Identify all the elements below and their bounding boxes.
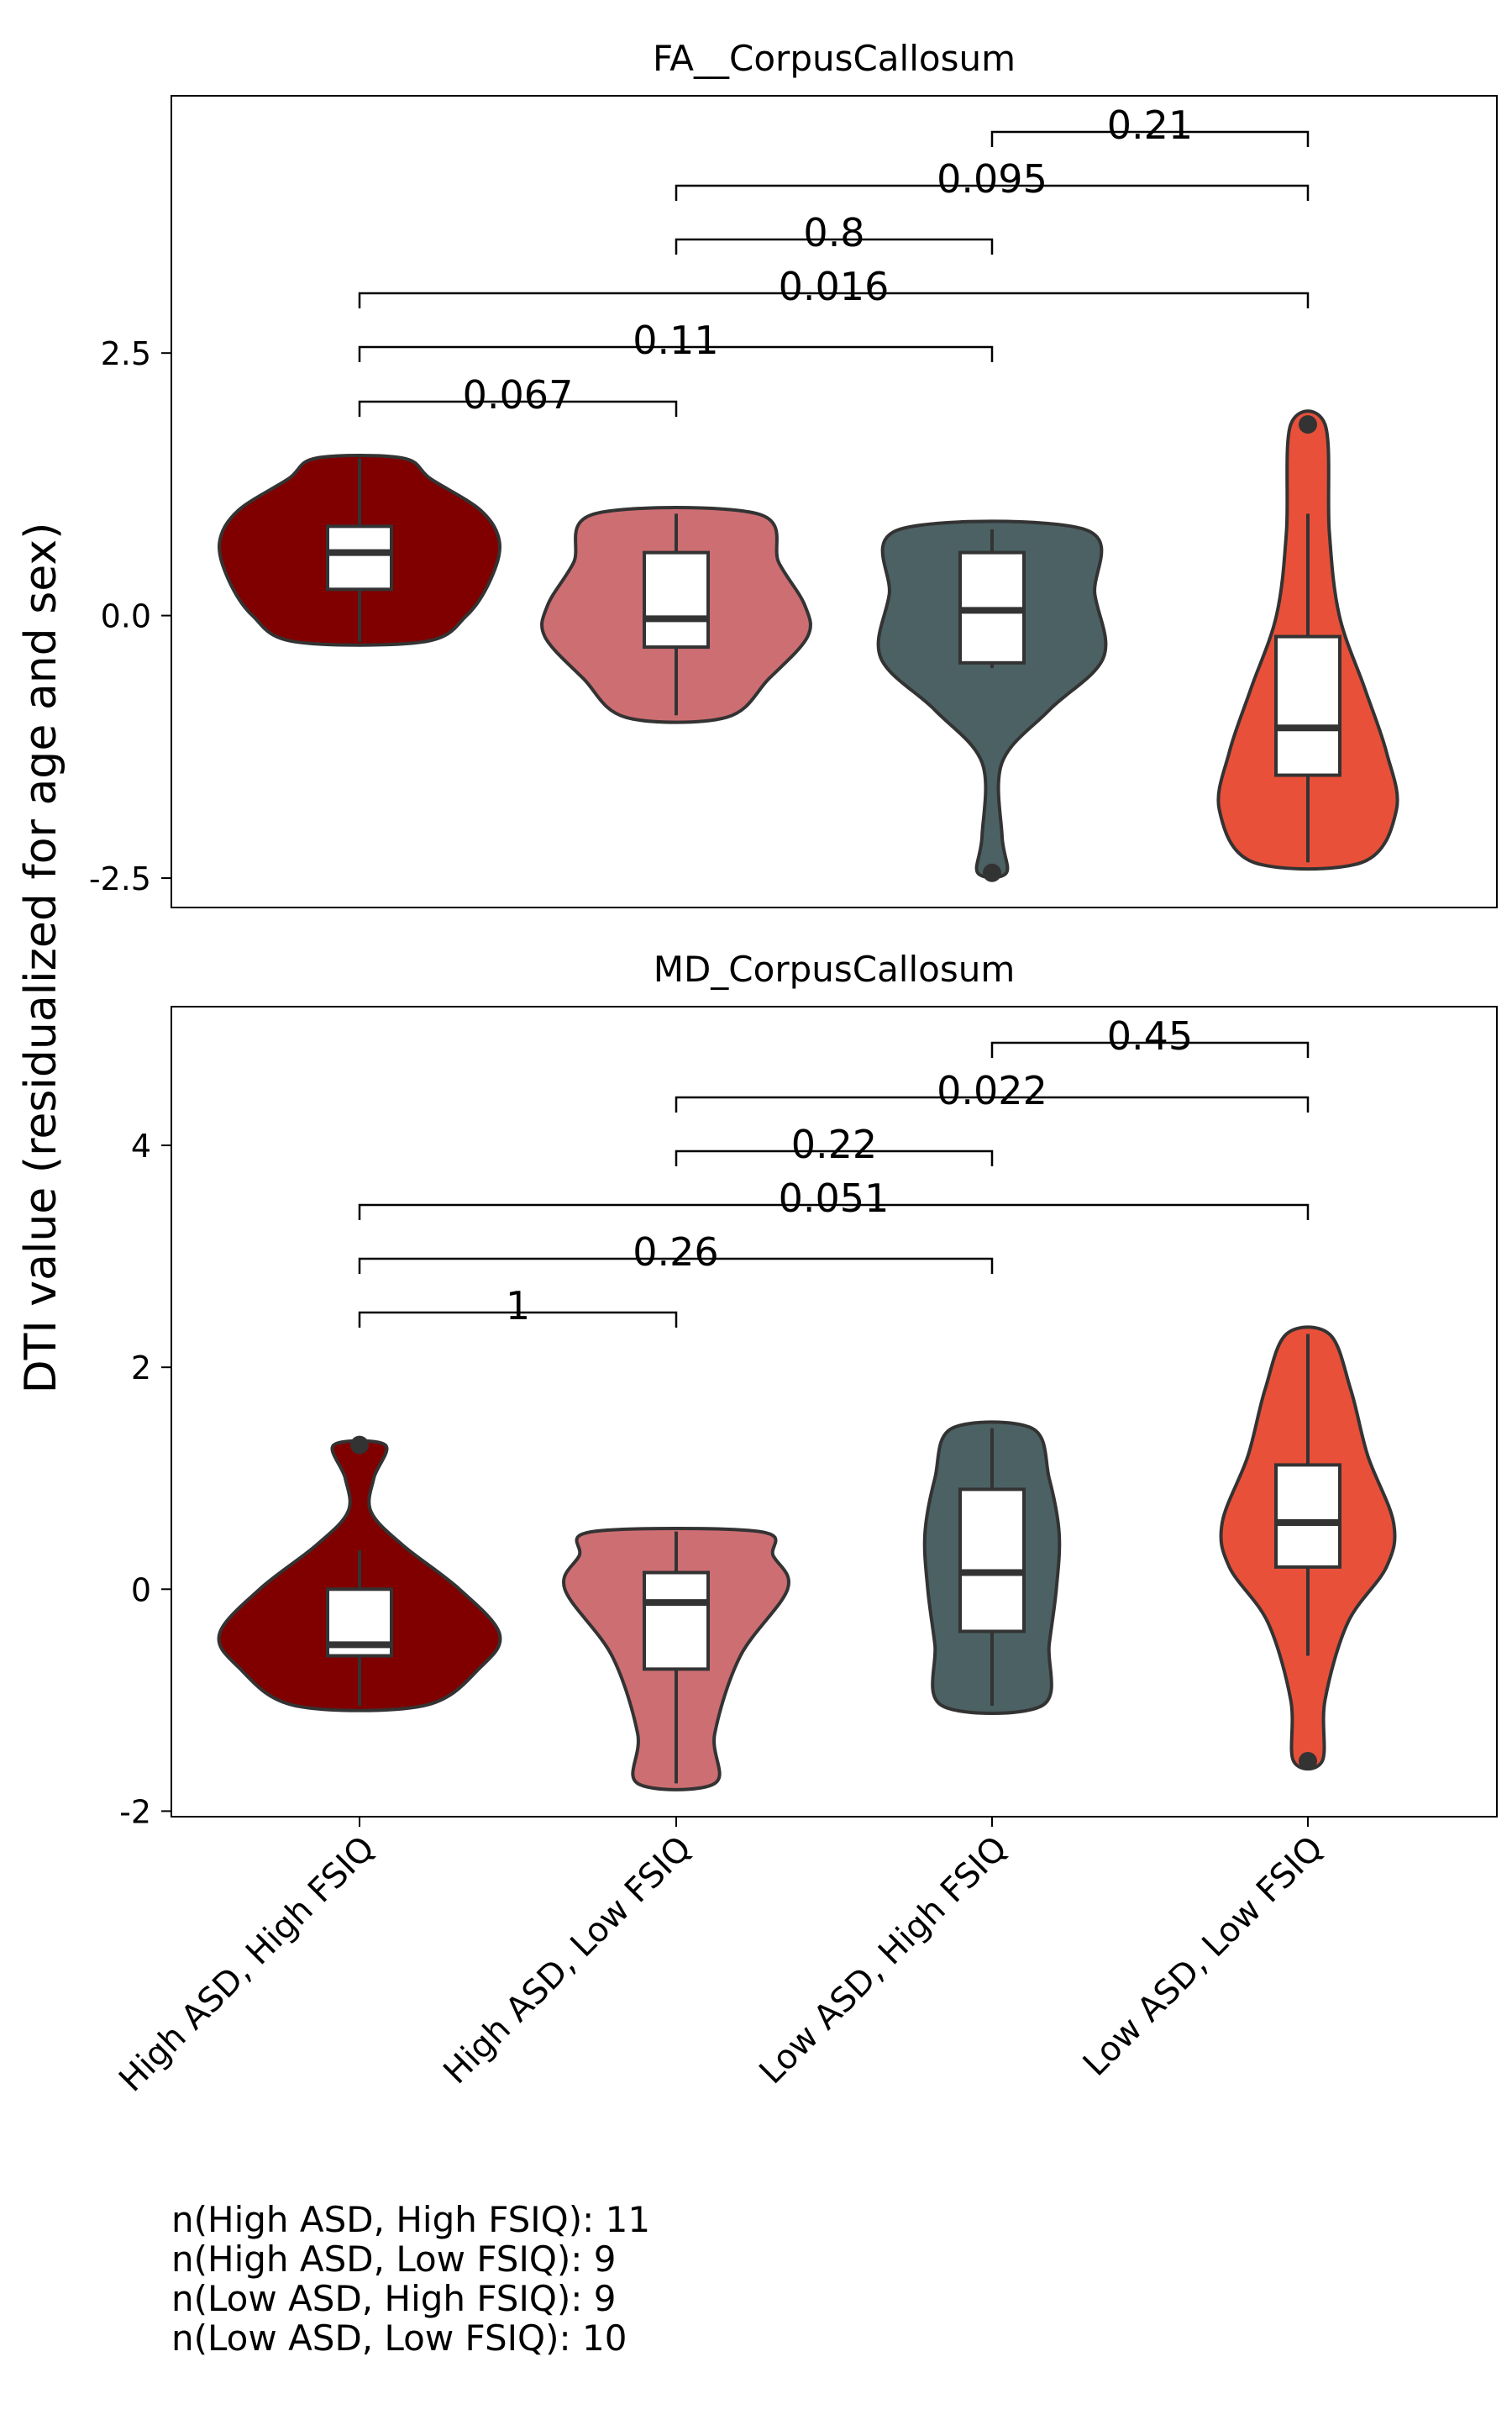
significance-bracket — [675, 184, 1310, 201]
p-value-label: 1 — [506, 1283, 530, 1328]
p-value-label: 0.022 — [937, 1068, 1047, 1113]
y-tick-label: 4 — [131, 1128, 151, 1165]
significance-bracket — [358, 1203, 1310, 1220]
chart-title: MD_CorpusCallosum — [654, 949, 1016, 990]
box — [1274, 1463, 1341, 1569]
chart-panel: MD_CorpusCallosum 4 2 0 -2 1 0.26 0.051 0.22 0.02… — [112, 949, 1498, 2100]
outlier-point — [1299, 415, 1317, 434]
significance-bracket — [990, 130, 1310, 147]
significance-bracket — [358, 292, 1310, 308]
box — [958, 1487, 1026, 1634]
y-tick-label: 2 — [131, 1349, 151, 1386]
footnote-line: n(High ASD, Low FSIQ): 9 — [171, 2238, 617, 2280]
x-tick-label: High ASD, High FSIQ — [112, 1829, 382, 2100]
outlier-point — [1299, 1751, 1317, 1770]
significance-bracket — [675, 1150, 994, 1166]
significance-bracket — [358, 400, 678, 417]
p-value-label: 0.45 — [1107, 1013, 1193, 1059]
p-value-label: 0.067 — [463, 372, 574, 418]
p-value-label: 0.11 — [633, 318, 718, 363]
plot-frame — [171, 1006, 1498, 1818]
chart-panel: FA__CorpusCallosum 2.5 0.0 -2.5 0.067 0.11 0.0… — [89, 38, 1498, 908]
box — [643, 550, 710, 650]
significance-bracket — [358, 1257, 994, 1274]
sample-size-footnote: n(High ASD, High FSIQ): 11 n(High ASD, L… — [171, 2200, 650, 2358]
box — [326, 524, 393, 592]
x-tick-label: High ASD, Low FSIQ — [436, 1829, 699, 2092]
y-tick-label: 0 — [131, 1571, 151, 1608]
box — [643, 1570, 710, 1671]
y-axis-label: DTI value (residualized for age and sex) — [16, 523, 66, 1394]
significance-bracket — [358, 345, 994, 362]
footnote-line: n(Low ASD, Low FSIQ): 10 — [171, 2317, 627, 2359]
significance-bracket — [675, 1096, 1310, 1113]
violin — [876, 519, 1108, 880]
outlier-point — [983, 863, 1001, 882]
p-value-label: 0.095 — [937, 156, 1047, 202]
p-value-label: 0.016 — [779, 264, 890, 309]
x-tick-label: Low ASD, High FSIQ — [752, 1829, 1015, 2092]
y-tick-label: -2 — [119, 1793, 151, 1830]
y-tick-label: -2.5 — [89, 860, 151, 897]
plot-frame — [171, 95, 1498, 908]
p-value-label: 0.22 — [791, 1122, 877, 1167]
p-value-label: 0.8 — [803, 210, 864, 255]
significance-bracket — [990, 1041, 1310, 1058]
p-value-label: 0.051 — [779, 1176, 890, 1221]
p-value-label: 0.21 — [1107, 103, 1193, 148]
significance-bracket — [358, 1311, 678, 1328]
outlier-point — [350, 1435, 369, 1455]
y-tick-label: 2.5 — [101, 335, 151, 372]
box — [1274, 634, 1341, 777]
footnote-line: n(High ASD, High FSIQ): 11 — [171, 2199, 651, 2240]
y-tick-label: 0.0 — [101, 598, 151, 635]
chart-title: FA__CorpusCallosum — [653, 38, 1016, 79]
footnote-line: n(Low ASD, High FSIQ): 9 — [171, 2278, 617, 2319]
significance-bracket — [675, 238, 994, 255]
x-tick-label: Low ASD, Low FSIQ — [1076, 1829, 1331, 2084]
p-value-label: 0.26 — [633, 1229, 718, 1275]
